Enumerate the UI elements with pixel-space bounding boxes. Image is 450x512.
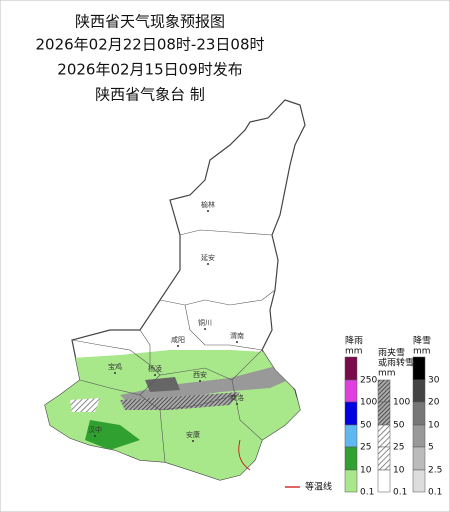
header-line: 陕西省气象台 制 (95, 86, 205, 104)
sleet-area (70, 398, 100, 412)
legend-tick: 0.1 (360, 488, 374, 498)
city-dot (177, 345, 179, 347)
legend-swatch (412, 446, 426, 471)
legend-unit: mm (378, 369, 396, 379)
legend-swatch (377, 446, 391, 471)
legend-tick: 50 (360, 421, 372, 431)
rain-area (85, 420, 140, 450)
legend-swatch (344, 356, 358, 381)
legend-swatch (377, 469, 391, 493)
legend-unit: mm (345, 347, 363, 357)
snow-area (120, 365, 300, 405)
city-label: 宝鸡 (108, 362, 122, 371)
legend-swatch (412, 379, 426, 403)
city-label: 商洛 (230, 393, 244, 402)
city-label: 铜川 (198, 318, 212, 327)
isotherm (238, 439, 251, 471)
legend-swatch (412, 401, 426, 426)
legend-tick: 20 (428, 398, 440, 408)
city-label: 杨凌 (148, 364, 162, 373)
header: 陕西省天气现象预报图 2026年02月22日08时-23日08时 2026年02月1… (35, 13, 264, 104)
city-dot (192, 440, 194, 442)
city-dot (114, 372, 116, 374)
city-dot (207, 210, 209, 212)
legend-swatch (377, 401, 391, 426)
city-dot (236, 341, 238, 343)
legend-swatch (412, 356, 426, 381)
city-dot (154, 374, 156, 376)
legend-tick: 100 (360, 398, 377, 408)
legend-tick: 5 (428, 443, 434, 453)
city-borders (71, 229, 276, 463)
legend-title: 降雨 (345, 335, 363, 347)
city-label: 西安 (193, 370, 207, 379)
legend-tick: 250 (360, 376, 377, 386)
legend-tick: 0.1 (393, 488, 407, 498)
legend: 降雨mm2501005025100.1雨夹雪或雨转雪mm1005025100.1… (285, 335, 442, 498)
city-label: 延安 (201, 253, 215, 262)
legend-swatch (344, 469, 358, 493)
city-label: 渭南 (230, 331, 244, 340)
legend-tick: 10 (428, 421, 440, 431)
legend-tick: 10 (360, 466, 372, 476)
legend-swatch (377, 424, 391, 448)
legend-swatch (377, 379, 391, 403)
city-dot (236, 403, 238, 405)
legend-tick: 25 (360, 443, 371, 453)
legend-swatch (344, 446, 358, 471)
city-label: 汉中 (88, 425, 102, 434)
legend-swatch (344, 401, 358, 426)
legend-title: 降雪 (413, 335, 431, 347)
city-dot (199, 380, 201, 382)
legend-swatch (344, 379, 358, 403)
city-label: 榆林 (201, 200, 215, 209)
legend-tick: 30 (428, 376, 440, 386)
city-dot (94, 435, 96, 437)
legend-tick: 10 (393, 466, 405, 476)
legend-title: 或雨转雪 (378, 357, 414, 369)
legend-title: 雨夹雪 (378, 347, 405, 359)
isotherm-label: 等温线 (305, 481, 332, 493)
snow-area (145, 377, 180, 392)
legend-tick: 50 (393, 421, 405, 431)
city-dot (204, 328, 206, 330)
legend-swatch (412, 424, 426, 448)
city-label: 咸阳 (171, 335, 185, 344)
legend-tick: 25 (393, 443, 404, 453)
legend-swatch (344, 424, 358, 448)
header-line: 2026年02月15日09时发布 (57, 61, 242, 79)
header-line: 陕西省天气现象预报图 (75, 13, 225, 31)
city-label: 安康 (186, 430, 200, 439)
city-dot (207, 263, 209, 265)
legend-tick: 0.1 (428, 488, 442, 498)
legend-tick: 2.5 (428, 466, 442, 476)
header-line: 2026年02月22日08时-23日08时 (35, 36, 264, 54)
sleet-area (120, 392, 240, 410)
legend-swatch (412, 469, 426, 493)
legend-unit: mm (413, 347, 431, 357)
legend-tick: 100 (393, 398, 410, 408)
